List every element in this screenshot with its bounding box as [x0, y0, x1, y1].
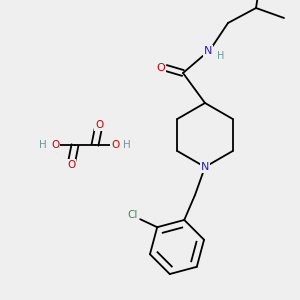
Text: O: O: [111, 140, 119, 150]
Text: N: N: [201, 162, 209, 172]
Text: N: N: [204, 46, 212, 56]
Text: O: O: [67, 160, 75, 170]
Text: O: O: [51, 140, 59, 150]
Text: Cl: Cl: [127, 210, 137, 220]
Text: O: O: [95, 120, 103, 130]
Text: H: H: [123, 140, 131, 150]
Text: O: O: [157, 63, 165, 73]
Text: H: H: [39, 140, 47, 150]
Text: H: H: [217, 51, 225, 61]
